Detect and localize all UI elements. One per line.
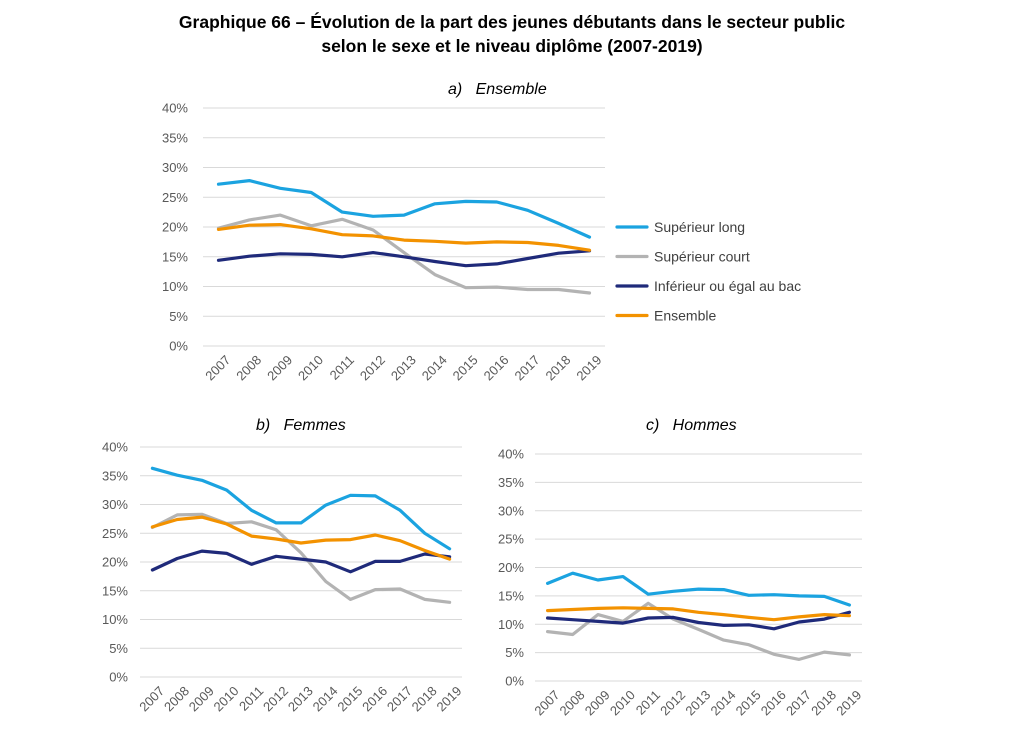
series-line-ensemble: [216, 223, 592, 252]
chart-hommes-subtitle: c) Hommes: [646, 417, 737, 434]
chart-title-line2: selon le sexe et le niveau diplôme (2007…: [321, 36, 703, 56]
x-tick-label: 2010: [295, 352, 326, 383]
x-tick-label: 2011: [633, 687, 663, 717]
x-tick-label: 2009: [186, 683, 217, 714]
legend-label: Ensemble: [654, 308, 716, 324]
x-tick-label: 2019: [433, 683, 464, 714]
x-tick-label: 2014: [708, 687, 739, 718]
series-line-superieur-long: [216, 179, 592, 239]
y-tick-label: 5%: [505, 645, 524, 660]
x-tick-label: 2016: [481, 352, 512, 383]
y-tick-label: 40%: [102, 440, 128, 455]
x-tick-label: 2010: [607, 687, 638, 718]
series-line-ensemble: [150, 515, 452, 561]
x-tick-label: 2008: [233, 352, 264, 383]
x-tick-label: 2013: [285, 683, 316, 714]
y-tick-label: 35%: [162, 130, 188, 145]
legend-label: Supérieur long: [654, 219, 745, 235]
x-tick-label: 2008: [161, 683, 192, 714]
x-tick-label: 2009: [582, 687, 613, 718]
series-line-ensemble: [545, 606, 852, 622]
series-line-inferieur-ou-egal-au-bac: [545, 610, 852, 631]
x-tick-label: 2018: [808, 687, 839, 718]
chart-ensemble-subtitle: a) Ensemble: [448, 81, 547, 98]
x-tick-label: 2010: [211, 683, 242, 714]
x-tick-label: 2012: [657, 687, 688, 718]
x-tick-label: 2013: [682, 687, 713, 718]
y-tick-label: 0%: [169, 339, 188, 354]
x-tick-label: 2016: [758, 687, 789, 718]
y-tick-label: 35%: [498, 475, 524, 490]
y-tick-label: 40%: [162, 101, 188, 116]
x-tick-label: 2016: [359, 683, 390, 714]
x-tick-label: 2015: [450, 352, 481, 383]
x-tick-label: 2017: [384, 683, 415, 714]
y-tick-label: 5%: [109, 641, 128, 656]
x-tick-label: 2008: [557, 687, 588, 718]
x-tick-label: 2015: [334, 683, 365, 714]
y-tick-label: 25%: [102, 526, 128, 541]
y-tick-label: 0%: [109, 670, 128, 685]
y-tick-label: 10%: [102, 612, 128, 627]
series-line-superieur-long: [150, 466, 452, 551]
y-tick-label: 10%: [498, 617, 524, 632]
chart-femmes: b) Femmes0%5%10%15%20%25%30%35%40%200720…: [102, 417, 465, 714]
y-tick-label: 30%: [162, 160, 188, 175]
chart-hommes: c) Hommes0%5%10%15%20%25%30%35%40%200720…: [498, 417, 864, 718]
x-tick-label: 2009: [264, 352, 295, 383]
x-tick-label: 2013: [388, 352, 419, 383]
chart-title-line1: Graphique 66 – Évolution de la part des …: [178, 12, 846, 32]
y-tick-label: 20%: [102, 555, 128, 570]
y-tick-label: 30%: [102, 497, 128, 512]
x-tick-label: 2017: [783, 687, 814, 718]
y-tick-label: 20%: [498, 560, 524, 575]
x-tick-label: 2017: [512, 352, 543, 383]
x-tick-label: 2011: [327, 352, 357, 382]
series-line-inferieur-ou-egal-au-bac: [150, 549, 452, 574]
x-tick-label: 2007: [136, 683, 167, 714]
x-tick-label: 2014: [310, 683, 341, 714]
chart-ensemble: a) Ensemble 0% 5% 10% 15% 20% 25% 30% 35% 40% 2007…: [162, 81, 605, 383]
x-tick-label: 2011: [236, 683, 266, 713]
chart-title: Graphique 66 – Évolution de la part des …: [0, 10, 1024, 58]
x-tick-label: 2012: [260, 683, 291, 714]
legend-label: Inférieur ou égal au bac: [654, 278, 801, 294]
chart-femmes-subtitle: b) Femmes: [256, 417, 346, 434]
y-tick-label: 25%: [498, 532, 524, 547]
x-tick-label: 2007: [202, 352, 233, 383]
y-tick-label: 10%: [162, 279, 188, 294]
y-tick-label: 15%: [498, 588, 524, 603]
y-tick-label: 20%: [162, 220, 188, 235]
y-tick-label: 25%: [162, 190, 188, 205]
y-tick-label: 40%: [498, 447, 524, 462]
x-tick-label: 2015: [733, 687, 764, 718]
legend: Supérieur long Supérieur court Inférieur o…: [615, 219, 801, 324]
y-tick-label: 15%: [162, 249, 188, 264]
y-tick-label: 30%: [498, 503, 524, 518]
x-tick-label: 2012: [357, 352, 388, 383]
x-tick-label: 2018: [542, 352, 573, 383]
series-line-inferieur-ou-egal-au-bac: [216, 249, 592, 268]
y-tick-label: 5%: [169, 309, 188, 324]
x-tick-label: 2018: [409, 683, 440, 714]
x-tick-label: 2014: [419, 352, 450, 383]
y-tick-label: 35%: [102, 468, 128, 483]
series-line-superieur-long: [545, 571, 852, 607]
y-tick-label: 15%: [102, 583, 128, 598]
series-line-superieur-court: [150, 512, 452, 604]
x-tick-label: 2019: [833, 687, 864, 718]
legend-label: Supérieur court: [654, 249, 750, 265]
y-tick-label: 0%: [505, 674, 524, 689]
x-tick-label: 2007: [531, 687, 562, 718]
x-tick-label: 2019: [573, 352, 604, 383]
series-line-superieur-court: [216, 213, 592, 295]
series-line-superieur-court: [545, 601, 852, 662]
